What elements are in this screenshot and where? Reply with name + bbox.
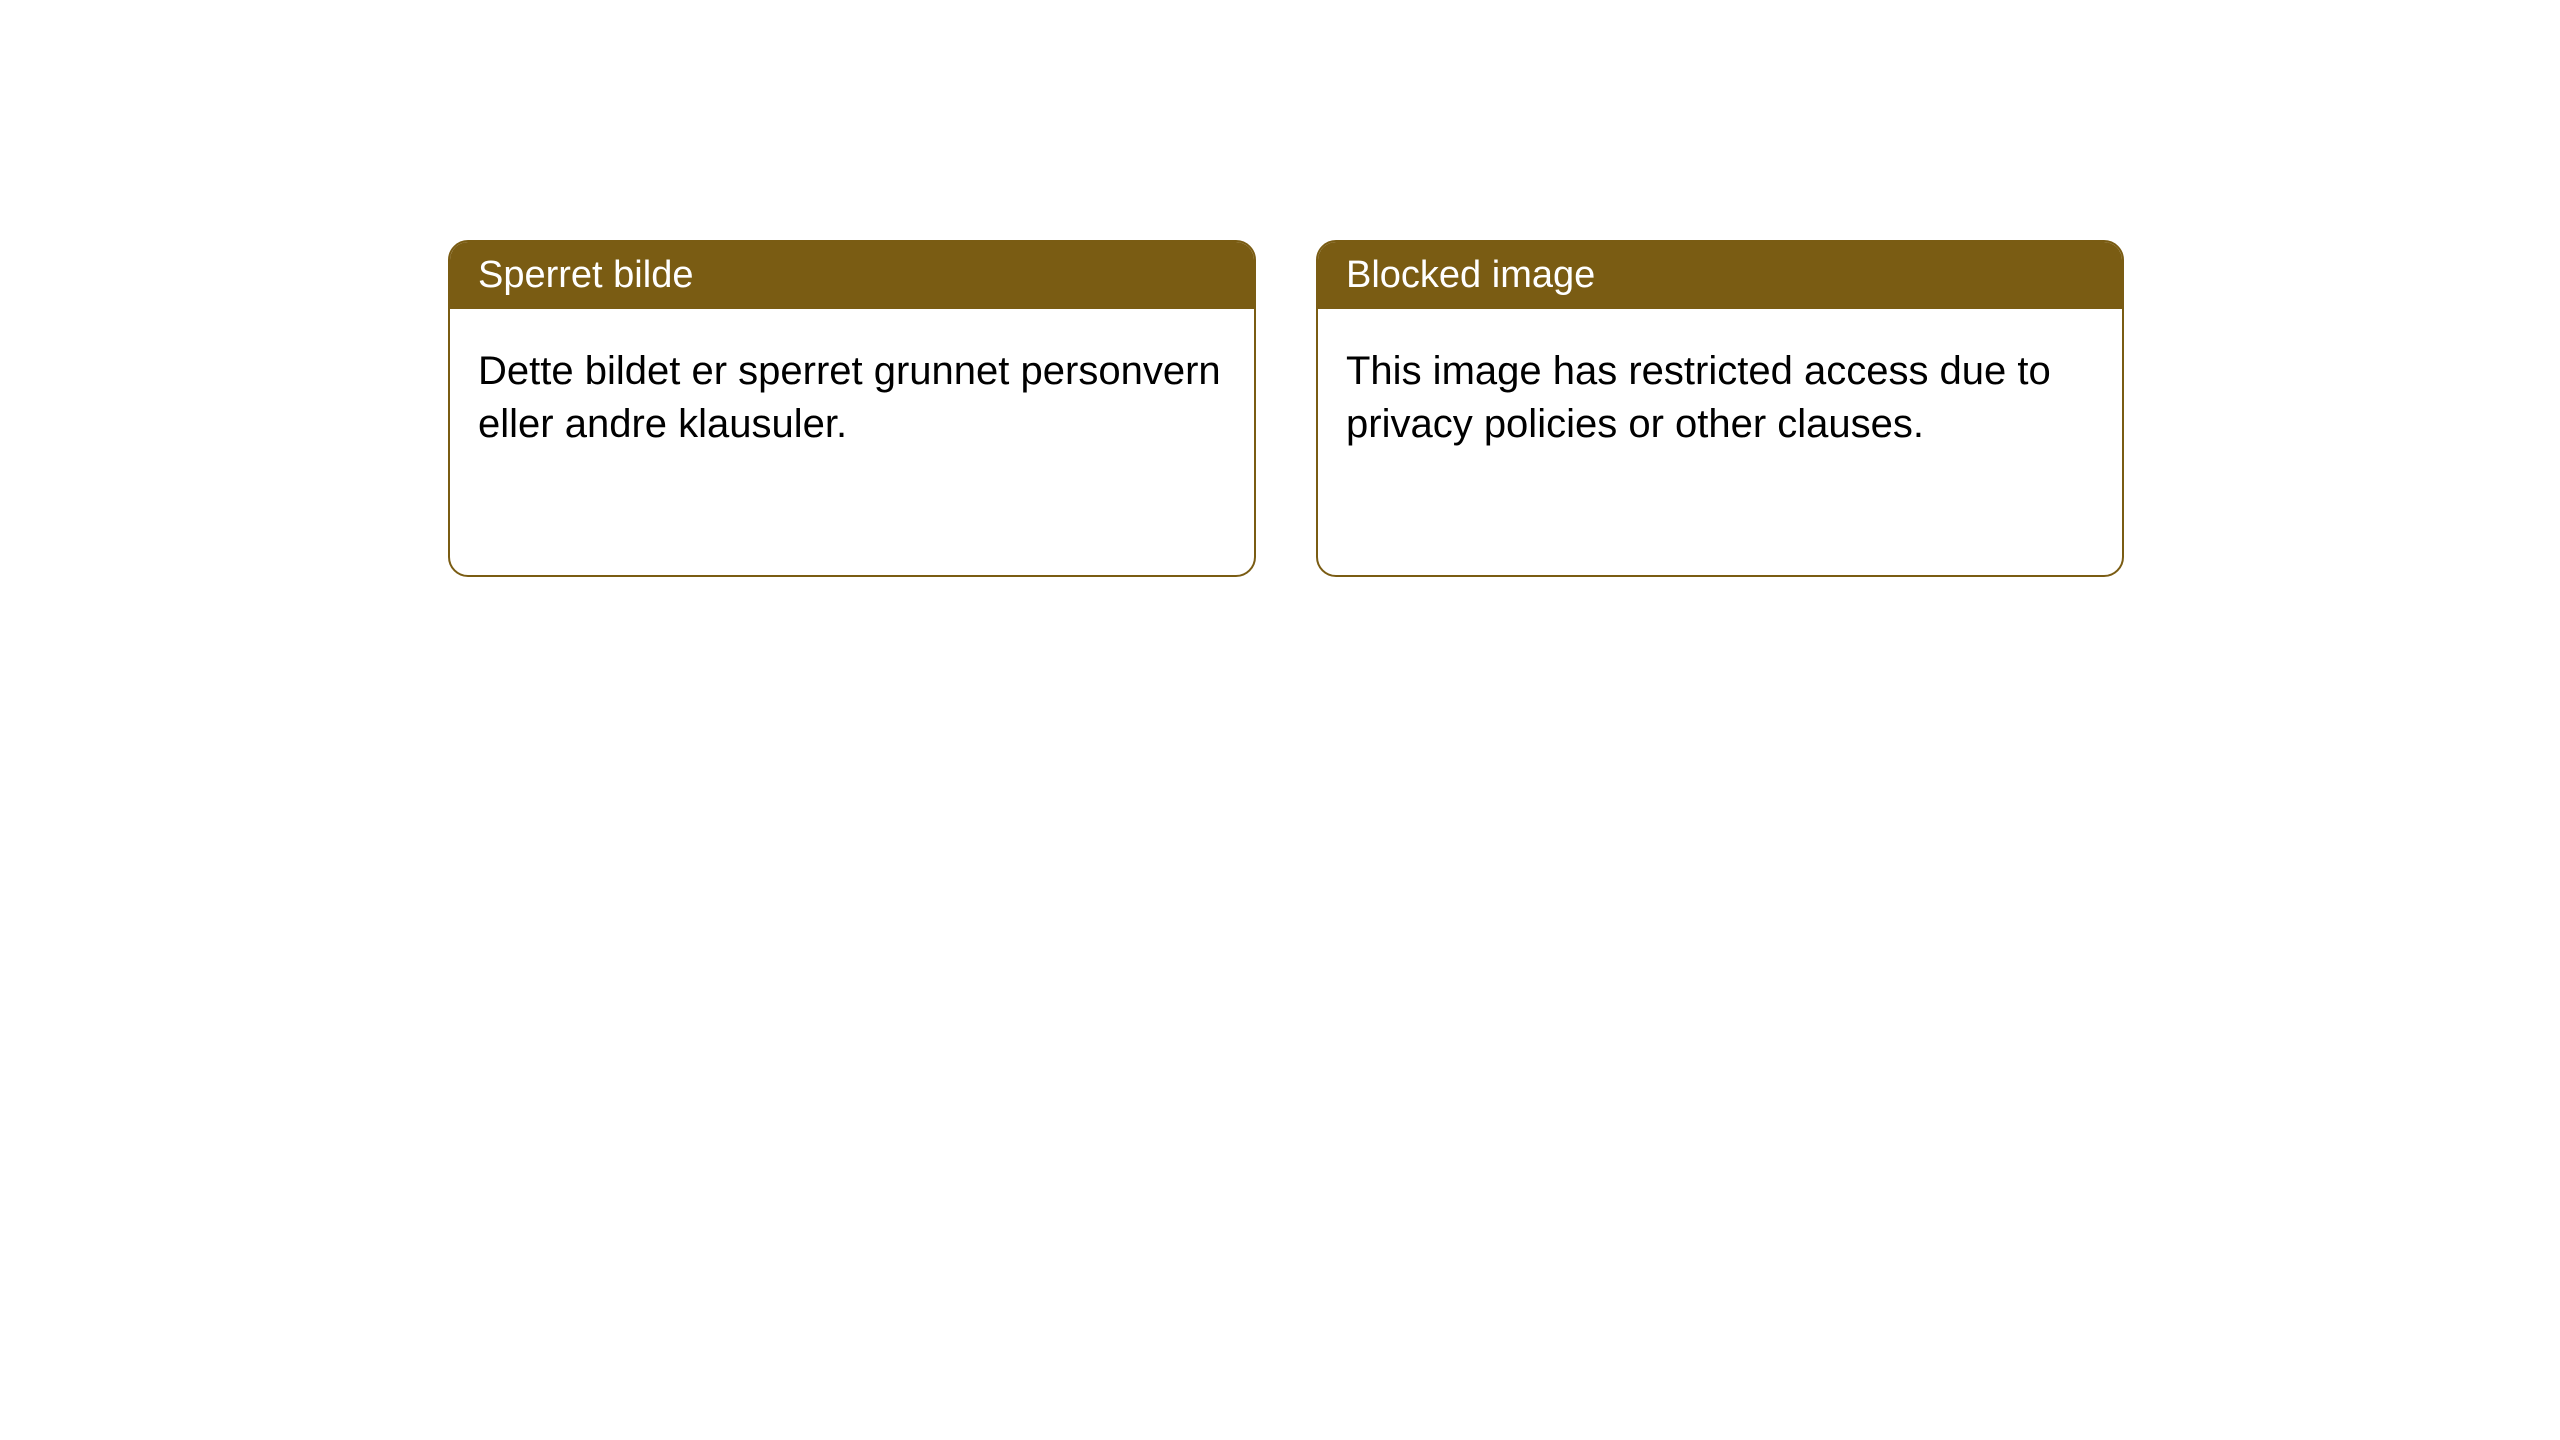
card-title-english: Blocked image <box>1346 254 1595 296</box>
blocked-image-card-norwegian: Sperret bilde Dette bildet er sperret gr… <box>448 240 1256 577</box>
blocked-image-card-english: Blocked image This image has restricted … <box>1316 240 2124 577</box>
card-header-norwegian: Sperret bilde <box>450 242 1254 309</box>
notice-container: Sperret bilde Dette bildet er sperret gr… <box>0 0 2560 577</box>
card-body-norwegian: Dette bildet er sperret grunnet personve… <box>450 309 1254 487</box>
card-message-english: This image has restricted access due to … <box>1346 349 2051 446</box>
card-body-english: This image has restricted access due to … <box>1318 309 2122 487</box>
card-title-norwegian: Sperret bilde <box>478 254 693 296</box>
card-header-english: Blocked image <box>1318 242 2122 309</box>
card-message-norwegian: Dette bildet er sperret grunnet personve… <box>478 349 1221 446</box>
